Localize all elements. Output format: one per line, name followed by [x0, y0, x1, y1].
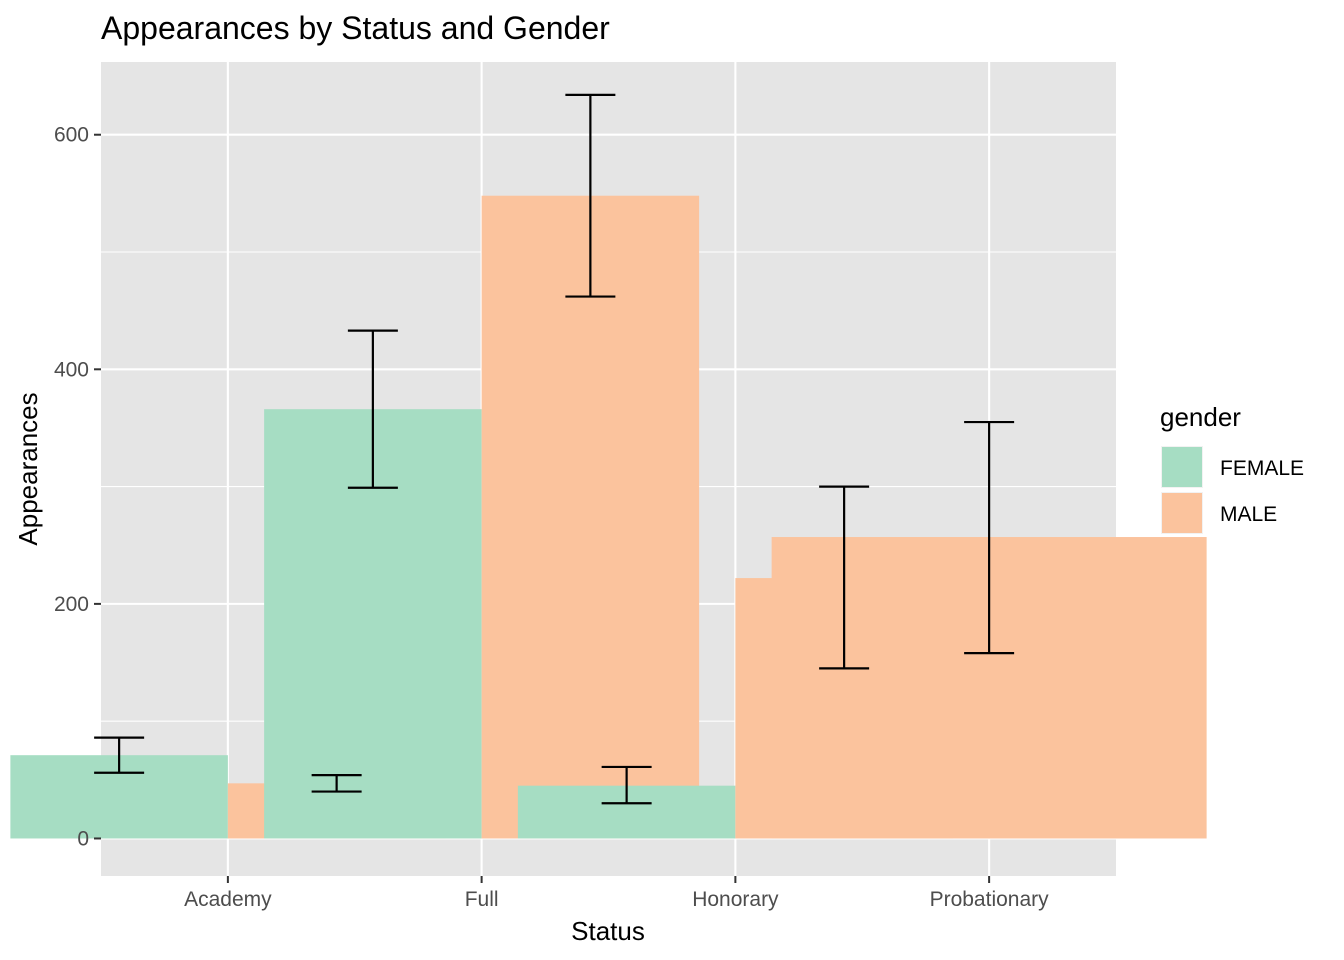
y-tick-label: 600 [54, 124, 89, 147]
legend: gender FEMALE MALE [1160, 402, 1304, 534]
legend-label-male: MALE [1220, 503, 1277, 526]
x-tick-label: Full [465, 888, 499, 911]
y-axis: 0 200 400 600 [54, 124, 101, 850]
x-axis: Academy Full Honorary Probationary [184, 876, 1049, 911]
x-tick-label: Honorary [692, 888, 779, 911]
legend-title: gender [1160, 402, 1241, 432]
error-bars [94, 93, 1015, 805]
legend-swatch-male [1162, 493, 1202, 533]
y-tick-label: 0 [77, 827, 89, 850]
bar-male-full [481, 195, 700, 839]
x-axis-title: Status [571, 916, 645, 946]
chart-title: Appearances by Status and Gender [101, 10, 610, 46]
x-tick-label: Probationary [930, 888, 1050, 911]
y-axis-title: Appearances [13, 392, 43, 545]
legend-label-female: FEMALE [1220, 457, 1304, 480]
legend-swatch-female [1162, 447, 1202, 487]
y-tick-label: 400 [54, 358, 89, 381]
y-tick-label: 200 [54, 593, 89, 616]
x-tick-label: Academy [184, 888, 272, 911]
